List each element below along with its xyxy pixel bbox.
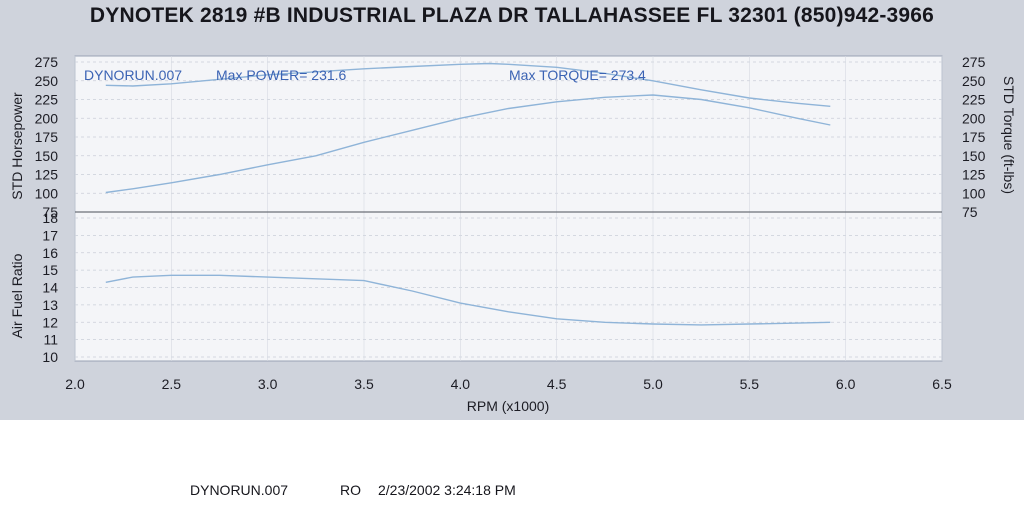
y-tick-label-afr: 11 [43,332,58,348]
x-tick-label: 5.0 [643,376,663,392]
x-tick-label: 4.0 [451,376,471,392]
y-tick-label-hp: 125 [35,167,59,183]
y-tick-label-afr: 13 [42,297,58,313]
max-power-annotation: Max POWER= 231.6 [216,67,347,83]
y2-tick-label-torque: 75 [962,204,978,220]
y-tick-label-afr: 18 [42,210,58,226]
series-lines [105,62,831,326]
y-tick-label-hp: 250 [35,73,59,89]
x-tick-label: 2.0 [65,376,85,392]
y-tick-label-hp: 275 [35,54,59,70]
x-axis-title: RPM (x1000) [467,398,549,414]
x-tick-label: 4.5 [547,376,567,392]
y-tick-label-hp: 175 [35,129,59,145]
y2-tick-label-torque: 125 [962,167,986,183]
y-tick-label-hp: 150 [35,148,59,164]
y-tick-label-afr: 15 [42,262,58,278]
x-tick-label: 3.0 [258,376,278,392]
series-line-torque [105,62,831,107]
x-tick-label: 3.5 [354,376,374,392]
x-tick-label: 6.5 [932,376,952,392]
y-tick-label-hp: 100 [35,185,59,201]
series-line-afr [105,274,831,326]
y-tick-label-hp: 200 [35,110,59,126]
y2-tick-label-torque: 225 [962,92,986,108]
y2-tick-label-torque: 100 [962,185,986,201]
footer-operator: RO [340,482,361,498]
x-tick-label: 2.5 [162,376,182,392]
y-tick-label-afr: 12 [42,314,58,330]
y-tick-label-hp: 75 [42,204,58,220]
y2-tick-label-torque: 200 [962,110,986,126]
y2-tick-label-torque: 175 [962,129,986,145]
plot-area [74,55,943,362]
y-axis-title-afr: Air Fuel Ratio [9,253,25,338]
y-tick-label-afr: 16 [42,245,58,261]
y-axis-title-torque: STD Torque (ft-lbs) [1001,76,1017,194]
x-tick-label: 5.5 [740,376,760,392]
y2-tick-label-torque: 150 [962,148,986,164]
y-tick-label-hp: 225 [35,92,59,108]
dyno-chart: 75 75 100 100 125 125 150 150 175 175 200 200 225 225… [9,54,1017,414]
max-torque-annotation: Max TORQUE= 273.4 [509,67,646,83]
footer-datetime: 2/23/2002 3:24:18 PM [378,482,516,498]
y2-tick-label-torque: 250 [962,73,986,89]
x-tick-label: 6.0 [836,376,856,392]
y-tick-label-afr: 14 [42,280,58,296]
y-axis-title-horsepower: STD Horsepower [9,92,25,200]
tick-labels: 75 75 100 100 125 125 150 150 175 175 200 200 225 225… [35,54,986,392]
y-tick-label-afr: 10 [42,349,58,365]
y2-tick-label-torque: 275 [962,54,986,70]
dyno-shop-header: DYNOTEK 2819 #B INDUSTRIAL PLAZA DR TALL… [89,4,935,27]
series-line-power [105,94,831,194]
run-annotation: DYNORUN.007 [84,67,182,83]
y-tick-label-afr: 17 [42,227,58,243]
footer-run: DYNORUN.007 [190,482,289,498]
